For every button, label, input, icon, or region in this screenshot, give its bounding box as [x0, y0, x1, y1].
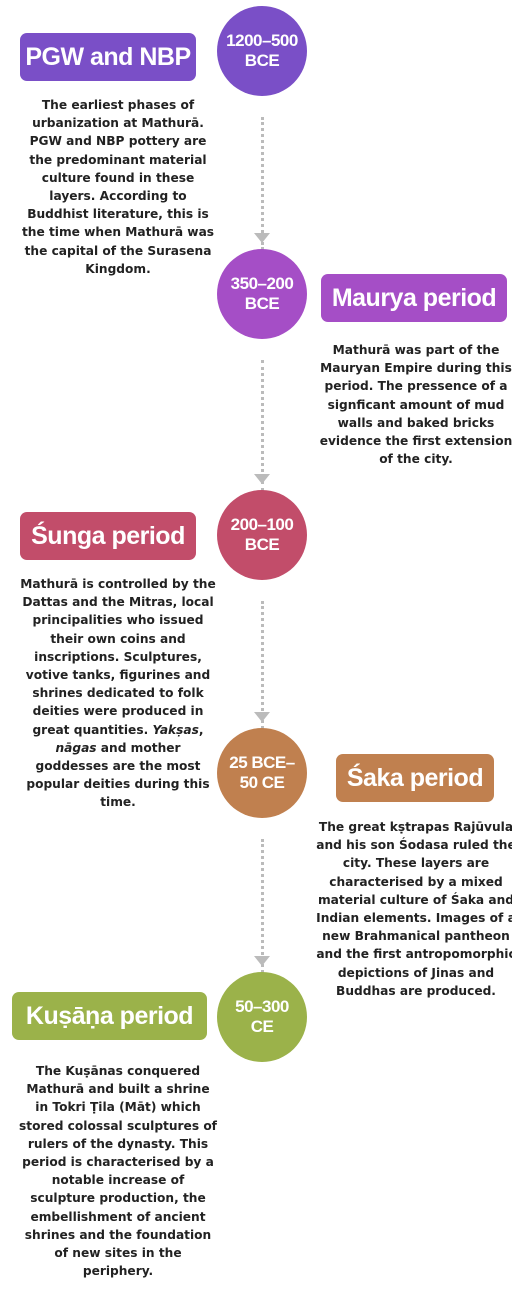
description-text: The great kṣtrapas Rajūvula and his son … — [316, 820, 512, 998]
period-title: Kuṣāṇa period — [12, 992, 207, 1040]
date-circle: 1200–500 BCE — [217, 6, 307, 96]
description-text: The Kuṣānas conquered Mathurā and built … — [18, 1064, 217, 1279]
period-title: Śunga period — [20, 512, 196, 560]
period-title: Śaka period — [336, 754, 494, 802]
connector — [261, 601, 264, 729]
connector — [261, 360, 264, 491]
description-text: and mother goddesses are the most popula… — [26, 740, 210, 810]
arrow — [254, 233, 270, 243]
description-text: The earliest phases of urbanization at M… — [21, 98, 215, 276]
period-description: The Kuṣānas conquered Mathurā and built … — [18, 1062, 218, 1280]
period-description: The great kṣtrapas Rajūvula and his son … — [316, 818, 512, 1000]
date-circle: 350–200 BCE — [217, 249, 307, 339]
arrow — [254, 474, 270, 484]
period-description: Mathurā is controlled by the Dattas and … — [18, 575, 218, 812]
arrow — [254, 956, 270, 966]
description-text: Mathurā was part of the Mauryan Empire d… — [319, 343, 512, 467]
period-title: PGW and NBP — [20, 33, 196, 81]
description-text: Yakṣas — [152, 722, 199, 737]
period-description: The earliest phases of urbanization at M… — [18, 96, 218, 278]
arrow — [254, 712, 270, 722]
period-title: Maurya period — [321, 274, 507, 322]
description-text: Mathurā is controlled by the Dattas and … — [20, 577, 216, 737]
period-description: Mathurā was part of the Mauryan Empire d… — [316, 341, 512, 468]
date-circle: 50–300 CE — [217, 972, 307, 1062]
connector — [261, 117, 264, 250]
date-circle: 200–100 BCE — [217, 490, 307, 580]
description-text: nāgas — [55, 740, 97, 755]
description-text: , — [198, 722, 204, 737]
date-circle: 25 BCE–50 CE — [217, 728, 307, 818]
connector — [261, 839, 264, 973]
